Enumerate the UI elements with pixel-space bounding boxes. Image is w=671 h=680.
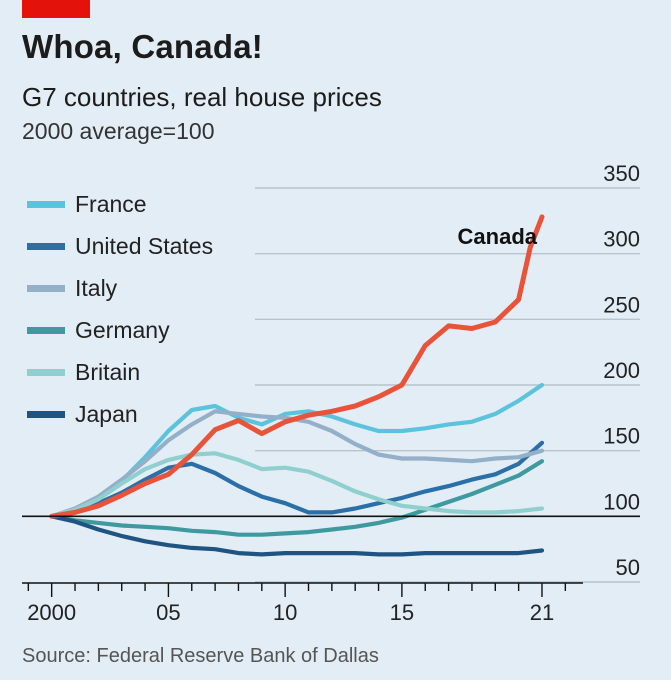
y-tick-label-100: 100 — [603, 489, 640, 514]
legend: France United States Italy Germany Britain Ja… — [27, 191, 213, 427]
chart-title: Whoa, Canada! — [22, 28, 263, 65]
legend-label-france: France — [75, 191, 147, 217]
y-tick-label-150: 150 — [603, 424, 640, 449]
series-lines — [49, 214, 545, 557]
legend-label-germany: Germany — [75, 317, 170, 343]
x-axis: 2000 05 10 15 21 — [22, 582, 583, 625]
y-tick-label-50: 50 — [616, 555, 640, 580]
legend-swatch-france — [27, 201, 65, 208]
y-axis-labels: 50 100 150 200 250 300 350 — [603, 161, 640, 580]
x-tick-label-21: 21 — [530, 600, 554, 625]
x-tick-label-05: 05 — [156, 600, 180, 625]
legend-swatch-japan — [27, 411, 65, 418]
y-tick-label-250: 250 — [603, 292, 640, 317]
annotations: Canada — [458, 224, 538, 249]
y-tick-label-300: 300 — [603, 227, 640, 252]
source-note: Source: Federal Reserve Bank of Dallas — [22, 645, 379, 667]
legend-label-britain: Britain — [75, 359, 140, 385]
series-line-canada — [49, 214, 545, 519]
x-tick-label-2000: 2000 — [27, 600, 76, 625]
legend-swatch-germany — [27, 327, 65, 334]
x-tick-label-10: 10 — [273, 600, 297, 625]
chart-unit-label: 2000 average=100 — [22, 118, 215, 144]
legend-label-italy: Italy — [75, 275, 118, 301]
legend-label-united-states: United States — [75, 233, 213, 259]
series-line-britain — [49, 451, 545, 519]
legend-swatch-united-states — [27, 243, 65, 250]
chart-subtitle: G7 countries, real house prices — [22, 82, 382, 112]
x-tick-label-15: 15 — [390, 600, 414, 625]
legend-swatch-britain — [27, 369, 65, 376]
annotation-canada: Canada — [458, 224, 538, 249]
series-line-japan — [49, 514, 545, 557]
series-line-italy — [49, 409, 545, 519]
series-line-germany — [49, 459, 545, 537]
y-tick-label-350: 350 — [603, 161, 640, 186]
series-line-united-states — [49, 440, 545, 519]
y-tick-label-200: 200 — [603, 358, 640, 383]
legend-swatch-italy — [27, 285, 65, 292]
brand-red-tag — [22, 0, 90, 18]
legend-label-japan: Japan — [75, 401, 138, 427]
gridlines — [255, 187, 640, 583]
